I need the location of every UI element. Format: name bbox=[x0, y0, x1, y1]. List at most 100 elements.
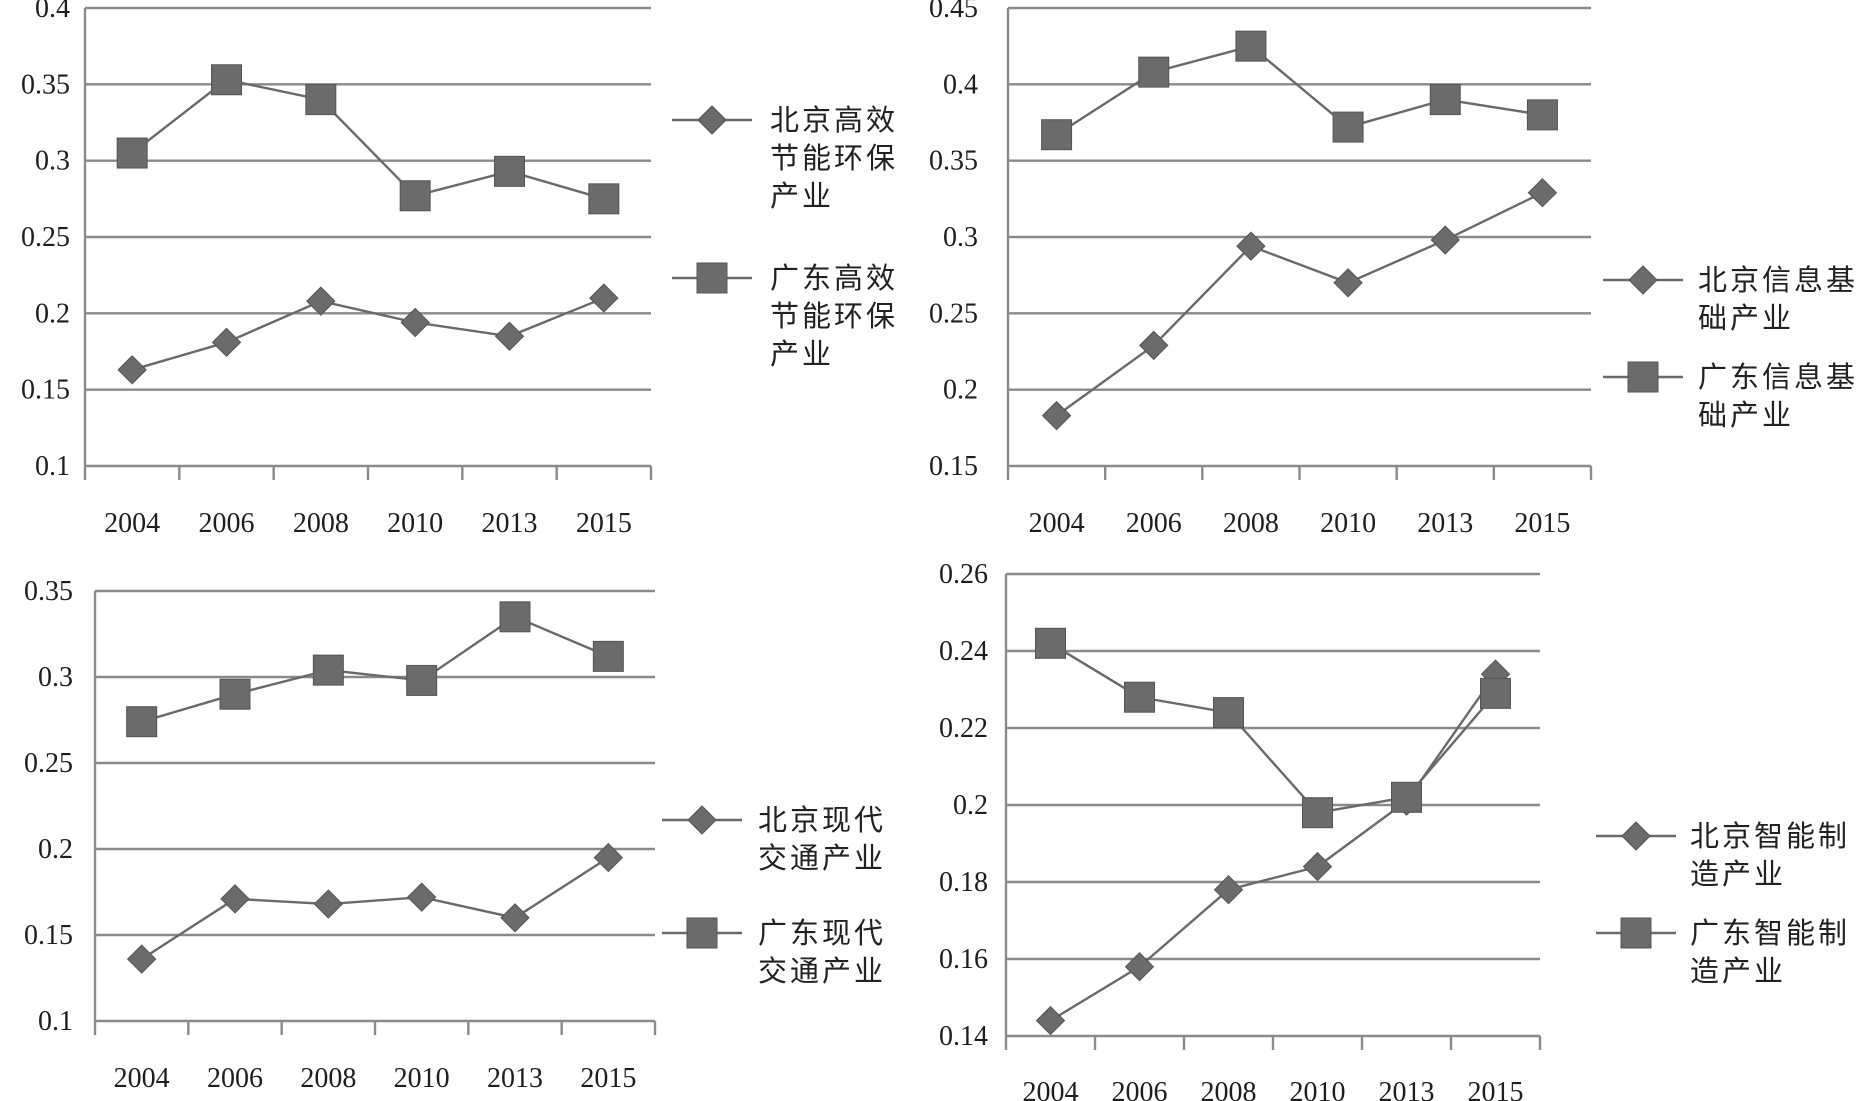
series-line-square bbox=[141, 615, 609, 723]
legend-marker-diamond bbox=[1621, 821, 1651, 851]
y-tick-label: 0.2 bbox=[38, 834, 73, 865]
legend-label: 产业 bbox=[770, 179, 834, 213]
legend-marker-square bbox=[1627, 361, 1659, 393]
y-tick-label: 0.3 bbox=[38, 662, 73, 693]
y-tick-label: 0.24 bbox=[939, 636, 988, 667]
x-tick-label: 2008 bbox=[1201, 1077, 1257, 1101]
x-tick-label: 2010 bbox=[1290, 1077, 1346, 1101]
x-tick-label: 2006 bbox=[207, 1063, 263, 1094]
x-tick-label: 2015 bbox=[576, 508, 632, 539]
x-tick-label: 2004 bbox=[114, 1063, 170, 1094]
x-tick-label: 2013 bbox=[1379, 1077, 1435, 1101]
data-point-diamond bbox=[1430, 225, 1460, 255]
series-line-diamond bbox=[141, 856, 609, 961]
data-point-square bbox=[1302, 797, 1333, 829]
data-point-diamond bbox=[1139, 330, 1169, 361]
data-point-square bbox=[1480, 677, 1511, 709]
y-tick-label: 0.4 bbox=[35, 0, 70, 24]
legend-marker-diamond bbox=[1628, 265, 1658, 295]
y-tick-label: 0.2 bbox=[943, 375, 978, 406]
legend-marker-diamond bbox=[697, 105, 727, 135]
data-point-diamond bbox=[1302, 851, 1333, 882]
legend-label: 广东信息基 bbox=[1698, 360, 1858, 394]
data-point-diamond bbox=[211, 327, 242, 358]
data-point-square bbox=[1035, 627, 1066, 659]
series-line-square bbox=[1055, 44, 1543, 136]
data-point-square bbox=[1391, 781, 1422, 813]
x-tick-label: 2004 bbox=[1029, 508, 1085, 539]
legend-label: 广东智能制 bbox=[1690, 916, 1850, 950]
y-tick-label: 0.4 bbox=[943, 69, 978, 100]
data-point-diamond bbox=[589, 283, 619, 313]
data-point-square bbox=[219, 678, 251, 710]
chart-panel-4: 0.14 0.16 0.18 0.2 0.22 0.24 0.26 2004 2006 2008 2… bbox=[939, 559, 1850, 1101]
data-point-square bbox=[1138, 56, 1170, 88]
legend-label: 造产业 bbox=[1690, 857, 1786, 891]
data-point-square bbox=[1041, 119, 1073, 151]
y-tick-label: 0.16 bbox=[939, 944, 988, 975]
y-tick-label: 0.22 bbox=[939, 713, 988, 744]
x-tick-label: 2015 bbox=[580, 1063, 636, 1094]
data-point-diamond bbox=[400, 307, 430, 338]
legend-label: 广东现代 bbox=[758, 916, 886, 950]
x-tick-label: 2006 bbox=[199, 508, 255, 539]
y-tick-label: 0.15 bbox=[21, 375, 70, 406]
series-line-square bbox=[131, 78, 605, 200]
legend-label: 节能环保 bbox=[770, 141, 898, 175]
data-point-square bbox=[1332, 111, 1364, 143]
data-point-square bbox=[1429, 84, 1461, 116]
series-line-diamond bbox=[1055, 191, 1543, 417]
x-tick-label: 2013 bbox=[1417, 508, 1473, 539]
data-point-diamond bbox=[313, 889, 344, 919]
legend-label: 交通产业 bbox=[758, 954, 886, 988]
y-tick-label: 0.25 bbox=[21, 222, 70, 253]
legend-label: 础产业 bbox=[1698, 301, 1794, 335]
y-tick-label: 0.25 bbox=[929, 298, 978, 329]
y-tick-label: 0.26 bbox=[939, 559, 988, 590]
legend-label: 础产业 bbox=[1698, 398, 1794, 432]
y-tick-label: 0.2 bbox=[953, 790, 988, 821]
data-point-diamond bbox=[1213, 874, 1244, 905]
x-tick-label: 2010 bbox=[387, 508, 443, 539]
x-tick-label: 2013 bbox=[482, 508, 538, 539]
series-line-diamond bbox=[131, 296, 605, 371]
data-point-diamond bbox=[1527, 178, 1558, 208]
data-point-diamond bbox=[117, 355, 147, 385]
x-tick-label: 2015 bbox=[1468, 1077, 1524, 1101]
legend-label: 产业 bbox=[770, 337, 834, 371]
data-point-diamond bbox=[494, 321, 525, 351]
legend-label: 北京现代 bbox=[758, 803, 886, 837]
legend-marker-square bbox=[686, 917, 718, 949]
x-tick-label: 2010 bbox=[394, 1063, 450, 1094]
legend-label: 北京智能制 bbox=[1690, 819, 1850, 853]
data-point-diamond bbox=[1236, 231, 1266, 261]
y-tick-label: 0.2 bbox=[35, 298, 70, 329]
x-tick-label: 2013 bbox=[487, 1063, 543, 1094]
y-tick-label: 0.15 bbox=[24, 920, 73, 951]
data-point-square bbox=[499, 601, 531, 633]
series-line-diamond bbox=[1049, 673, 1497, 1022]
data-point-square bbox=[312, 654, 344, 686]
data-point-square bbox=[1526, 99, 1558, 131]
chart-panel-1: 0.1 0.15 0.2 0.25 0.3 0.35 0.4 2004 2006 2008 2010… bbox=[21, 0, 898, 539]
y-tick-label: 0.35 bbox=[21, 69, 70, 100]
data-point-square bbox=[1235, 30, 1267, 62]
x-tick-label: 2006 bbox=[1126, 508, 1182, 539]
legend-label: 广东高效 bbox=[770, 261, 898, 295]
data-point-diamond bbox=[1035, 1005, 1066, 1036]
data-point-diamond bbox=[593, 842, 624, 873]
x-tick-label: 2008 bbox=[293, 508, 349, 539]
chart-panel-2: 0.15 0.2 0.25 0.3 0.35 0.4 0.45 2004 2006 2008 201… bbox=[929, 0, 1858, 539]
data-point-square bbox=[399, 180, 431, 212]
data-point-square bbox=[1124, 681, 1155, 713]
chart-panel-3: 0.1 0.15 0.2 0.25 0.3 0.35 2004 2006 2008 2010 201… bbox=[24, 576, 886, 1094]
data-point-square bbox=[588, 183, 620, 215]
y-tick-label: 0.1 bbox=[35, 451, 70, 482]
data-point-square bbox=[211, 64, 242, 96]
legend-label: 造产业 bbox=[1690, 954, 1786, 988]
legend-marker-square bbox=[1620, 917, 1652, 949]
data-point-diamond bbox=[306, 286, 336, 316]
x-tick-label: 2004 bbox=[1023, 1077, 1079, 1101]
y-tick-label: 0.3 bbox=[943, 222, 978, 253]
